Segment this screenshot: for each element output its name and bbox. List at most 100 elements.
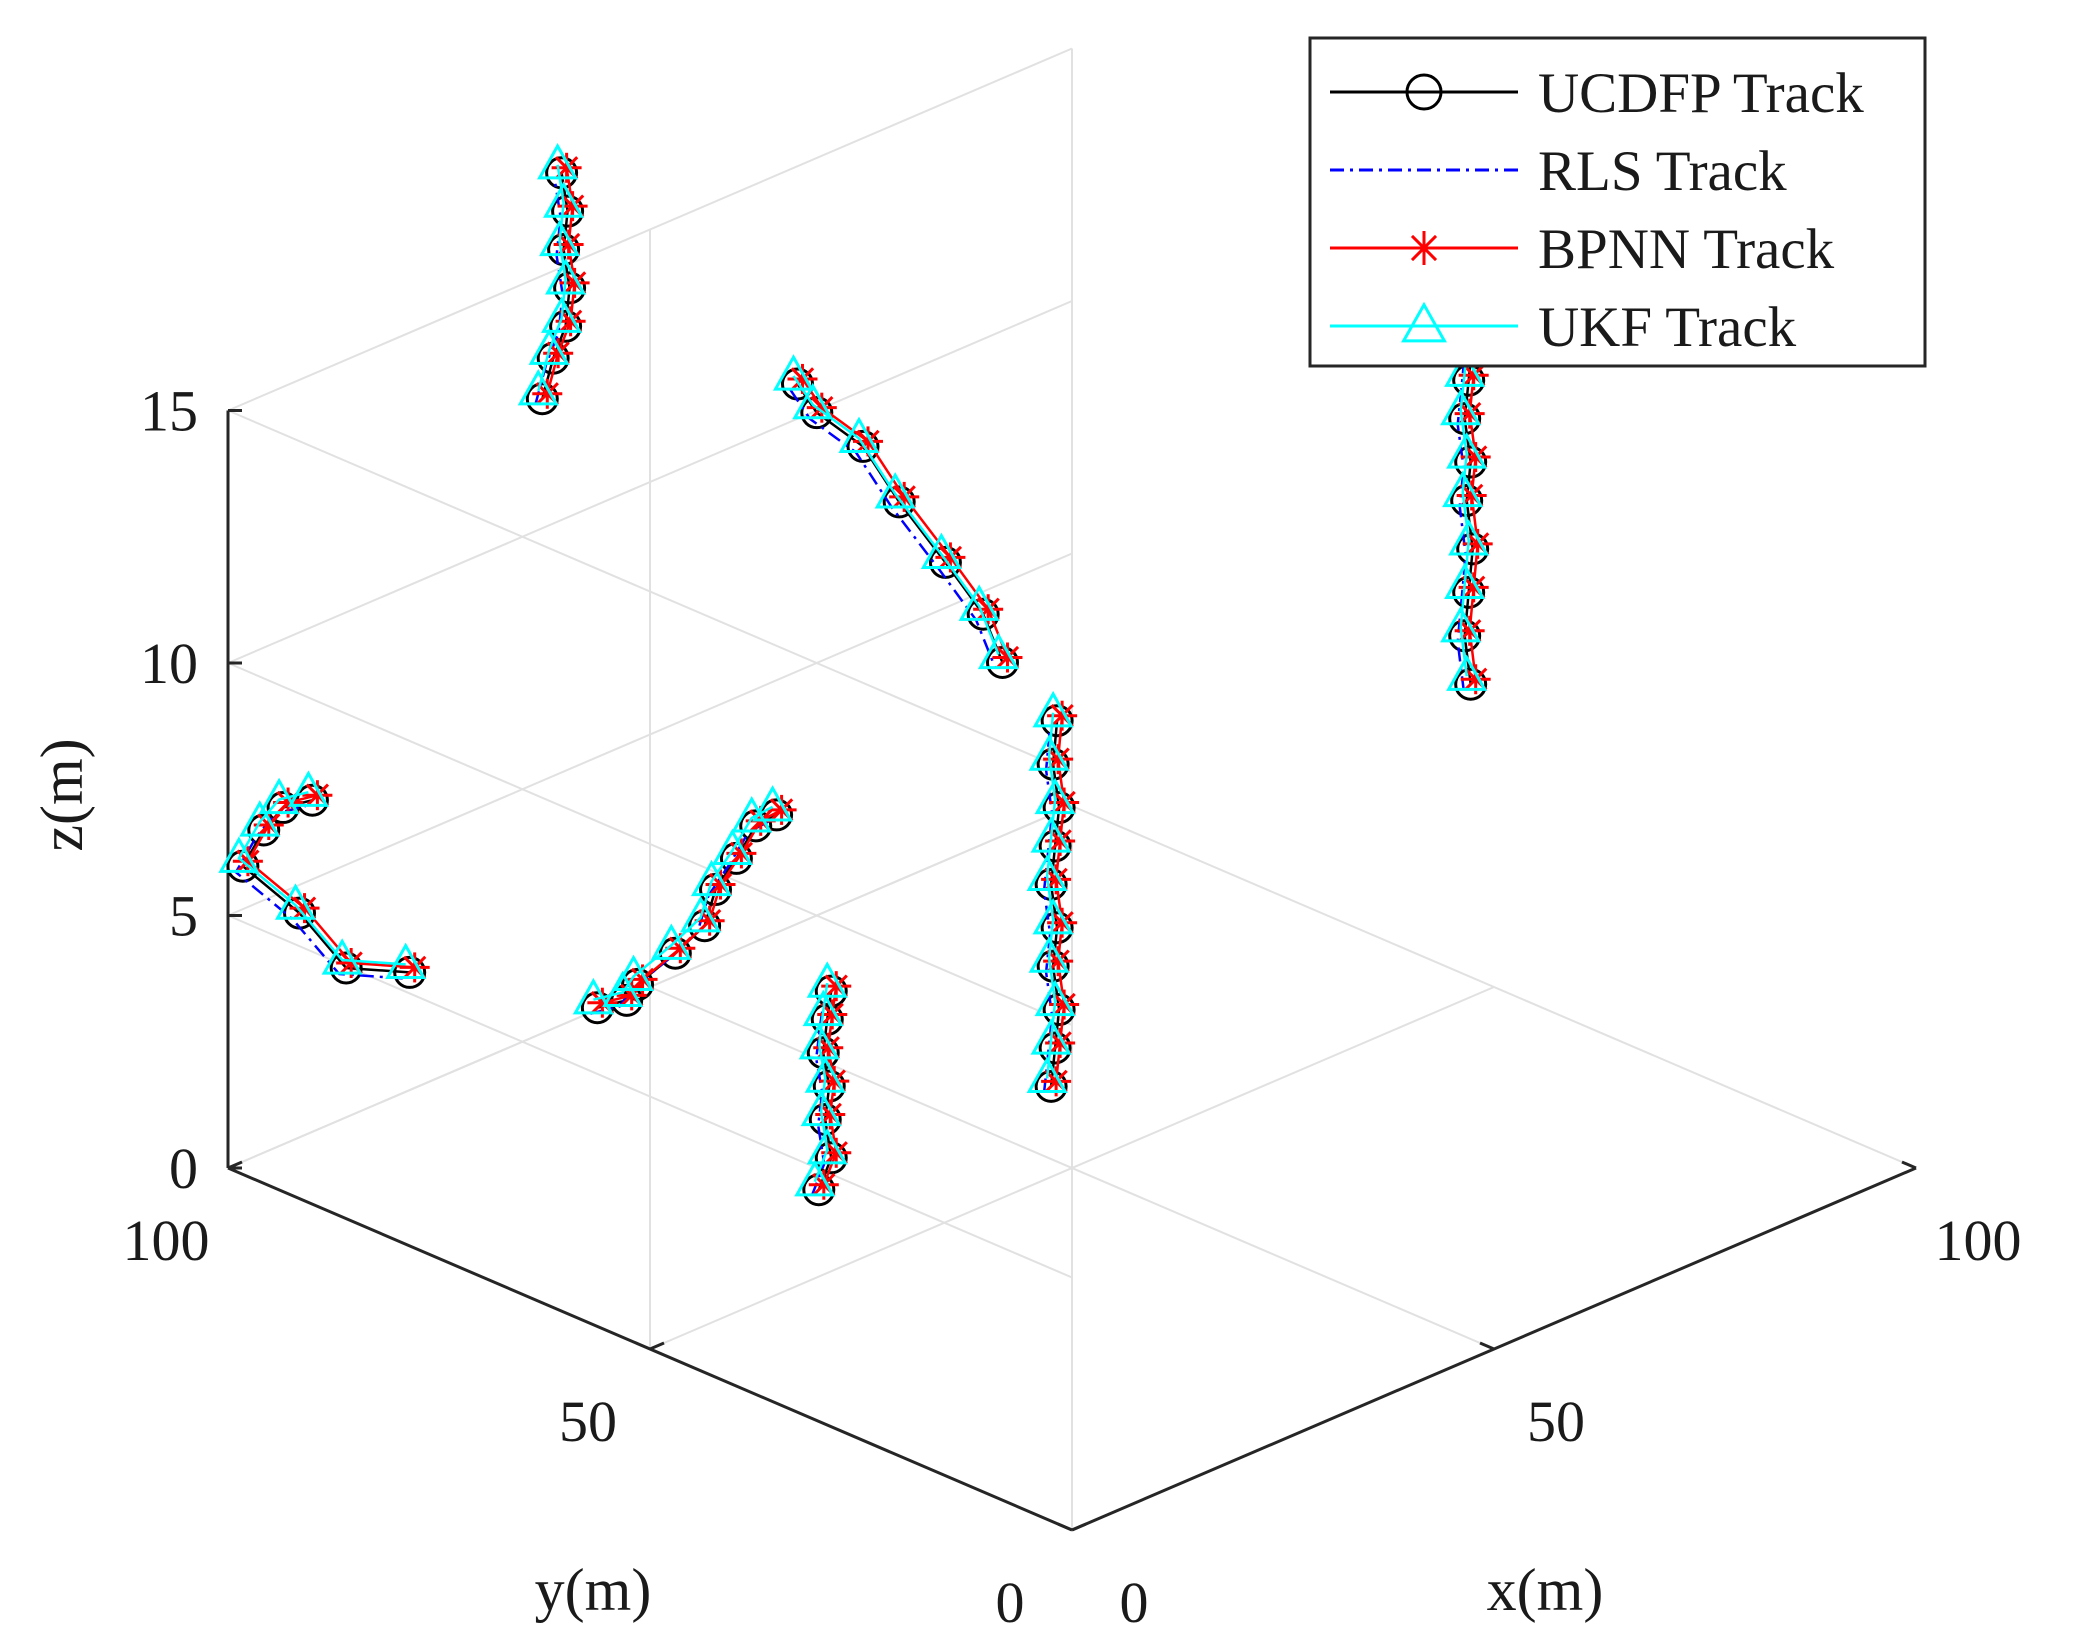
x-tick-label: 100 <box>1935 1208 2022 1273</box>
circle-marker <box>846 429 880 463</box>
series-ukf-track-track-B <box>517 142 587 406</box>
series-ukf-track-track-A <box>218 770 427 980</box>
track-D <box>772 354 1023 679</box>
circle-marker <box>1040 911 1074 945</box>
triangle-marker <box>1026 1056 1068 1093</box>
series-line <box>789 389 997 669</box>
asterisk-stroke <box>1048 1031 1072 1055</box>
circle-marker <box>1042 993 1076 1027</box>
track-C <box>572 785 797 1025</box>
triangle-marker <box>800 1089 842 1127</box>
track-G <box>1440 306 1493 701</box>
triangle-marker <box>1448 519 1490 556</box>
circle-marker <box>525 382 559 416</box>
asterisk-stroke <box>535 382 559 406</box>
legend-label: RLS Track <box>1538 140 1787 203</box>
y-tick <box>649 1341 665 1351</box>
circle-marker <box>393 955 427 989</box>
z-tick-label: 0 <box>169 1136 198 1201</box>
asterisk-stroke <box>856 429 880 454</box>
triangle-marker <box>1440 605 1482 643</box>
z-tick-label: 5 <box>169 884 198 949</box>
triangle-marker <box>977 632 1020 670</box>
asterisk-stroke <box>812 1173 836 1197</box>
x-tick <box>1479 1341 1495 1351</box>
asterisk-stroke <box>562 271 587 295</box>
triangle-marker <box>650 923 692 960</box>
series-line <box>813 982 829 1183</box>
series-ukf-track-track-C <box>572 785 794 1015</box>
asterisk-stroke <box>729 841 754 866</box>
triangle-marker <box>1440 388 1482 426</box>
circle-marker <box>882 485 916 519</box>
x-axis-label: x(m) <box>1487 1557 1604 1623</box>
asterisk-stroke <box>1048 829 1072 853</box>
triangle-marker <box>958 584 1000 621</box>
asterisk-stroke <box>1464 667 1488 691</box>
asterisk-stroke <box>810 396 834 420</box>
triangle-marker <box>1444 562 1486 599</box>
asterisk-stroke <box>339 951 363 975</box>
triangle-marker <box>1030 816 1072 853</box>
asterisk-stroke <box>1052 790 1076 815</box>
triangle-marker <box>1032 690 1074 728</box>
grid-line <box>649 986 1495 1350</box>
circle-marker <box>1042 791 1076 825</box>
triangle-marker <box>1026 854 1068 891</box>
triangle-marker <box>838 416 880 454</box>
triangle-marker <box>1028 734 1070 771</box>
circle-marker <box>1456 532 1490 566</box>
asterisk-stroke <box>697 909 722 933</box>
track-B <box>517 142 590 416</box>
z-tick-label: 10 <box>140 631 198 696</box>
y-tick-label: 0 <box>996 1570 1025 1635</box>
triangle-marker <box>541 296 583 333</box>
circle-marker <box>247 813 281 847</box>
asterisk-stroke <box>1462 575 1486 600</box>
asterisk-stroke <box>822 1069 846 1093</box>
circle-marker <box>549 309 583 343</box>
circle-marker <box>1454 445 1488 479</box>
legend-entry: UCDFP Track <box>1330 62 1864 125</box>
triangle-marker <box>1444 350 1486 387</box>
triangle-marker <box>920 532 962 570</box>
triangle-marker <box>798 1022 840 1060</box>
asterisk-stroke <box>560 194 585 218</box>
triangle-marker <box>1446 654 1488 691</box>
asterisk-stroke <box>1044 1069 1068 1094</box>
circle-marker <box>551 194 585 228</box>
triangle-marker <box>731 796 773 833</box>
asterisk-stroke <box>824 1141 848 1165</box>
triangle-marker <box>321 938 363 975</box>
legend-asterisk-marker <box>1407 231 1441 265</box>
series-line <box>1045 712 1057 1079</box>
triangle-marker <box>258 777 300 815</box>
circle-marker <box>1452 575 1486 609</box>
asterisk-stroke <box>630 967 655 992</box>
tracks-layer <box>218 142 1493 1207</box>
y-axis-label: y(m) <box>535 1557 652 1623</box>
y-tick-label: 100 <box>123 1208 210 1273</box>
circle-marker <box>688 909 722 943</box>
triangle-marker <box>711 828 753 866</box>
series-ukf-track-track-E <box>794 961 848 1197</box>
asterisk-stroke <box>976 597 1000 621</box>
track-F <box>1026 690 1080 1103</box>
triangle-marker <box>690 859 733 897</box>
triangle-marker <box>274 883 317 920</box>
triangle-marker <box>772 354 815 391</box>
circle-marker <box>553 271 587 305</box>
y-tick <box>1071 1522 1087 1532</box>
asterisk-stroke <box>236 849 260 873</box>
track-A <box>218 770 430 989</box>
legend-entry: BPNN Track <box>1330 218 1835 281</box>
series-rls-track-track-D <box>789 389 997 669</box>
asterisk-stroke <box>824 974 848 998</box>
circle-marker <box>739 809 773 843</box>
asterisk-stroke <box>790 367 815 391</box>
series-line <box>1054 715 1066 1082</box>
series-line <box>237 790 406 966</box>
legend: UCDFP Track RLS Track BPNN Track UKF Track <box>1308 36 1927 368</box>
circle-marker <box>800 396 834 430</box>
series-ukf-track-track-D <box>772 354 1020 670</box>
